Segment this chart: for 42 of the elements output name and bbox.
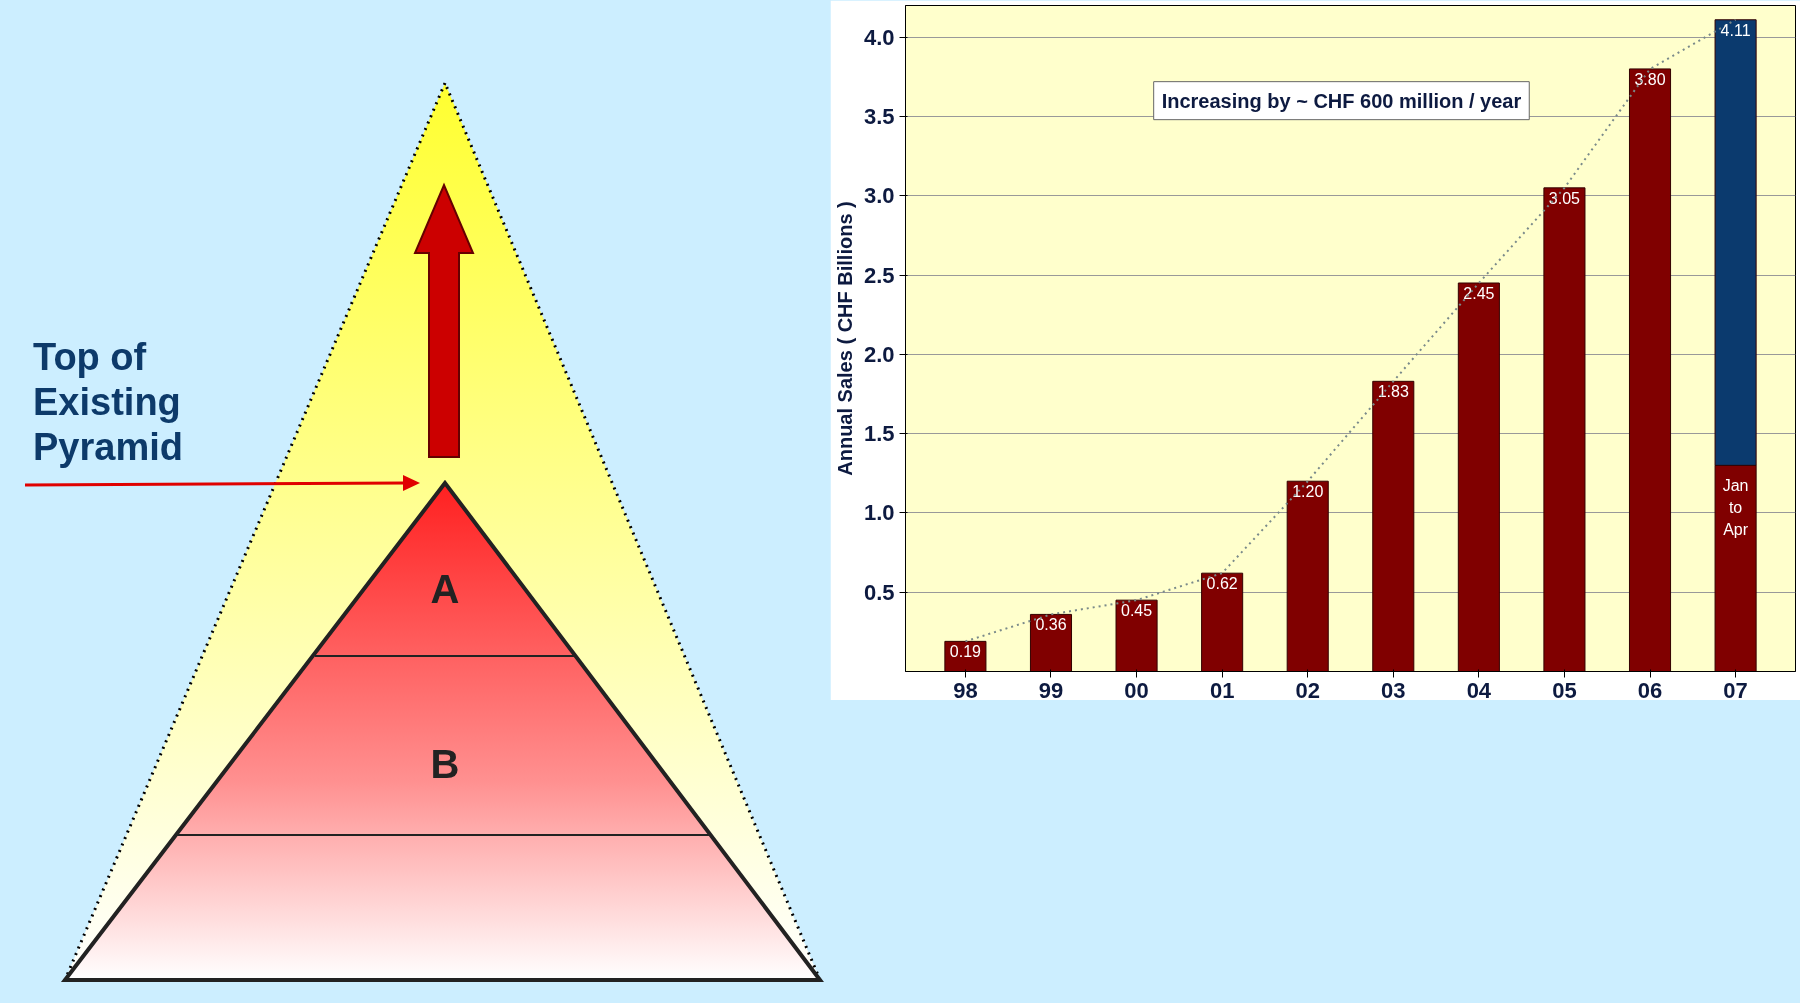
x-tick-label: 00 — [1124, 677, 1149, 703]
annotation: Increasing by ~ CHF 600 million / year — [1161, 89, 1522, 112]
y-tick-label: 2.0 — [863, 341, 895, 367]
x-tick-label: 01 — [1209, 677, 1235, 703]
y-axis-title: Annual Sales ( CHF Billions ) — [833, 201, 856, 476]
data-label: 1.83 — [1377, 383, 1409, 401]
bar — [1115, 599, 1158, 672]
total-label: 4.11 — [1720, 21, 1751, 39]
y-tick-label: 1.0 — [863, 500, 895, 526]
x-tick-label: 02 — [1295, 677, 1320, 703]
bar — [1457, 282, 1500, 672]
data-label: 0.36 — [1035, 616, 1067, 634]
x-tick-label: 06 — [1637, 677, 1663, 703]
bar — [1201, 572, 1244, 672]
x-tick-label: 98 — [953, 677, 978, 703]
text: A — [430, 567, 460, 611]
data-label: 0.19 — [949, 643, 982, 661]
data-label: 3.80 — [1634, 70, 1666, 88]
x-tick-label: 07 — [1723, 677, 1748, 703]
data-label: 1.20 — [1292, 483, 1324, 501]
text: B — [430, 742, 460, 786]
y-tick-label: 4.0 — [863, 24, 895, 50]
data-label: 3.05 — [1548, 189, 1581, 207]
bar — [1543, 187, 1586, 672]
bar — [1029, 613, 1073, 672]
text: Top of Existing Pyramid — [33, 336, 183, 468]
bar — [1372, 380, 1415, 672]
y-tick-label: 3.0 — [863, 183, 895, 209]
y-tick-label: 1.5 — [863, 421, 895, 447]
x-tick-label: 05 — [1552, 677, 1577, 703]
bar — [1286, 480, 1329, 672]
data-label: 0.62 — [1206, 575, 1238, 593]
annotation: Jan to Apr — [1722, 477, 1749, 539]
data-label: 0.45 — [1120, 602, 1153, 620]
y-tick-label: 3.5 — [863, 104, 895, 129]
y-tick-label: 0.5 — [863, 579, 895, 605]
x-tick-label: 99 — [1038, 677, 1064, 703]
bar — [1628, 68, 1672, 672]
y-tick-label: 2.5 — [863, 262, 895, 288]
x-tick-label: 03 — [1381, 677, 1406, 703]
x-tick-label: 04 — [1466, 677, 1492, 703]
data-label: 2.45 — [1463, 285, 1495, 302]
